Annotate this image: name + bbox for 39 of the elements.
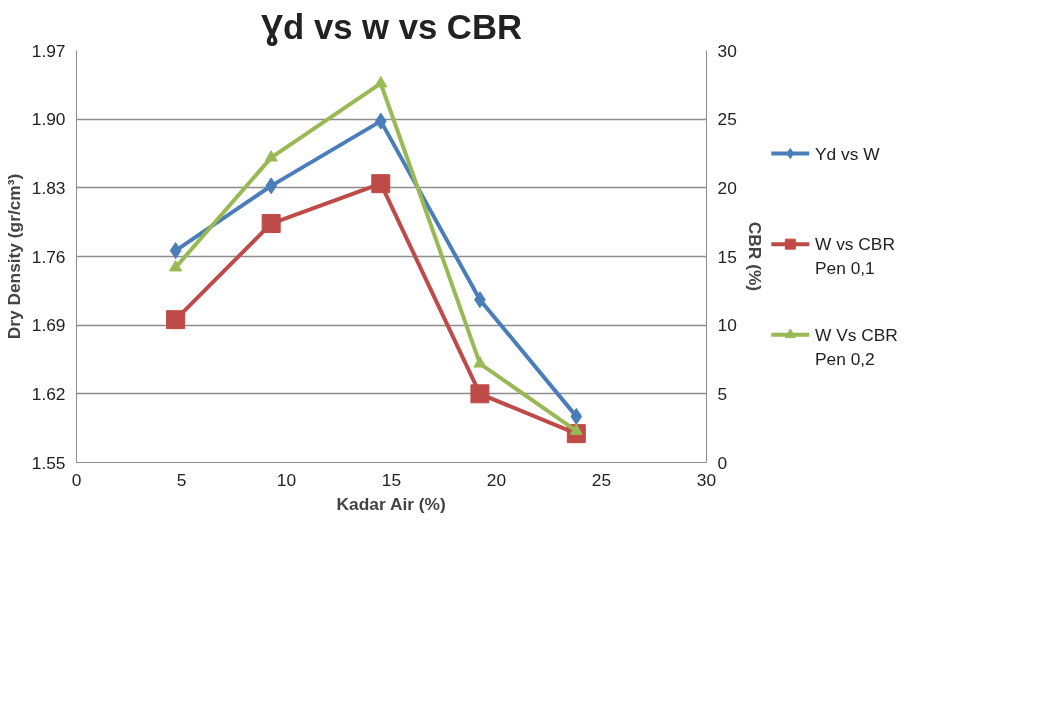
y-tick-label: 1.69 [31,315,66,336]
y2-tick-label: 10 [717,315,737,336]
legend-label: Yd vs W [815,143,881,164]
y2-tick-label: 20 [717,177,737,198]
x-tick-label: 30 [696,469,717,490]
x-tick-label: 10 [276,469,297,490]
y2-tick-label: 0 [717,452,728,473]
point [570,407,583,425]
y2-tick-label: 15 [717,246,737,267]
x-tick-label: 15 [381,469,402,490]
point [374,112,387,130]
point [261,214,281,234]
y-tick-label: 1.62 [31,383,66,404]
x-axis-title: Kadar Air (%) [336,493,446,514]
point [371,174,391,194]
legend-label: W vs CBR Pen 0,1 [815,234,895,279]
y-tick-label: 1.83 [31,177,66,198]
chart-title: Ɣd vs w vs CBR [261,7,522,46]
x-tick-label: 0 [71,469,82,490]
x-tick-label: 20 [486,469,507,490]
y2-tick-label: 30 [717,40,737,61]
point [470,384,490,404]
point [473,356,487,368]
point [374,76,388,88]
y-tick-label: 1.76 [31,246,66,267]
x-tick-label: 5 [176,469,187,490]
legend-label: W Vs CBR Pen 0,2 [815,324,898,369]
point [264,150,278,162]
x-tick-label: 25 [591,469,612,490]
y-tick-label: 1.97 [31,40,66,61]
y-tick-label: 1.90 [31,109,66,130]
point [169,260,183,272]
y2-tick-label: 25 [717,109,737,130]
y2-tick-label: 5 [717,383,728,404]
point [169,242,182,260]
point [166,310,186,330]
y2-axis-title: CBR (%) [744,221,765,292]
y-tick-label: 1.55 [31,452,66,473]
y-axis-title: Dry Density (gr/cm³) [3,173,24,340]
